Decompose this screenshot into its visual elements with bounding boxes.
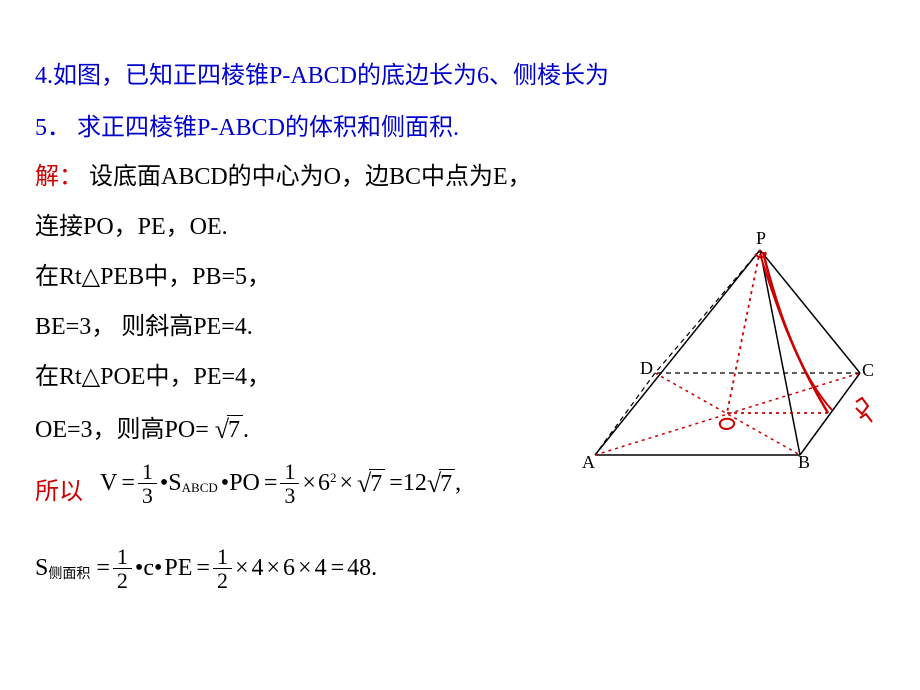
f2-period: . — [371, 555, 377, 582]
f1-eq1: = — [121, 470, 135, 497]
f1-S: S — [168, 470, 181, 497]
f1-eq2: = — [264, 470, 278, 497]
f2-times1: × — [235, 555, 249, 582]
label-A: A — [582, 452, 595, 473]
solution-line-1: 解： 设底面ABCD的中心为O，边BC中点为E， — [35, 165, 532, 189]
label-P: P — [756, 228, 766, 249]
f2-frac1: 1 2 — [113, 545, 132, 592]
suoyi-label: 所以 — [35, 480, 83, 504]
f1-sqrt7: 7 — [357, 469, 385, 499]
pyramid-diagram: P A B C D — [560, 230, 890, 480]
f2-S: S — [35, 555, 48, 582]
f1-PO: PO — [229, 470, 260, 497]
f2-eq2: = — [196, 555, 210, 582]
f2-six: 6 — [283, 555, 295, 582]
f1-abcd: ABCD — [182, 480, 218, 496]
f1-sq: 2 — [330, 470, 337, 486]
solution-period: . — [243, 418, 249, 442]
f1-frac1: 1 3 — [138, 460, 157, 507]
solution-l1: 设底面ABCD的中心为O，边BC中点为E， — [89, 164, 532, 190]
sqrt-7-a: 7 — [215, 415, 243, 445]
solution-l4a: BE=3， — [35, 314, 115, 340]
formula-surface: S 侧面积 = 1 2 • c • PE = 1 2 × 4 × 6 × 4 =… — [35, 545, 377, 592]
formula-volume: V = 1 3 • S ABCD • PO = 1 3 × 6 2 × 7 = … — [100, 460, 461, 507]
f1-frac2: 1 3 — [280, 460, 299, 507]
f1-times2: × — [339, 470, 353, 497]
solution-l4b: 则斜高PE=4. — [121, 314, 253, 340]
solution-line-4: BE=3， 则斜高PE=4. — [35, 315, 253, 339]
f1-sqrt7b: 7 — [427, 469, 455, 499]
f2-dot2: • — [154, 555, 162, 582]
f2-four2: 4 — [315, 555, 327, 582]
f2-times3: × — [298, 555, 312, 582]
label-D: D — [640, 358, 653, 379]
f2-c: c — [143, 555, 154, 582]
f2-48: 48 — [347, 555, 371, 582]
label-B: B — [798, 452, 810, 473]
problem-line-1: 4.如图，已知正四棱锥P-ABCD的底边长为6、侧棱长为 — [35, 64, 609, 88]
solution-line-5: 在Rt△POE中，PE=4， — [35, 365, 271, 389]
f1-eq3: = — [389, 470, 403, 497]
problem-line-2b: 求正四棱锥P-ABCD的体积和侧面积. — [77, 115, 459, 141]
f1-comma: , — [455, 470, 461, 497]
solution-jie: 解： — [35, 164, 83, 190]
f1-times1: × — [302, 470, 316, 497]
f2-eq1: = — [96, 555, 110, 582]
f2-frac2: 1 2 — [213, 545, 232, 592]
solution-line-6: OE=3， 则高PO= 7 . — [35, 415, 249, 445]
f2-PE: PE — [164, 555, 192, 582]
problem-line-2: 5． 求正四棱锥P-ABCD的体积和侧面积. — [35, 116, 459, 140]
f2-times2: × — [266, 555, 280, 582]
solution-l6b: 则高PO= — [117, 418, 209, 442]
f2-eq3: = — [331, 555, 345, 582]
solution-l6a: OE=3， — [35, 418, 117, 442]
f1-six: 6 — [318, 470, 330, 497]
problem-line-2a: 5． — [35, 115, 71, 141]
f1-twelve: 12 — [403, 470, 427, 497]
f2-dot1: • — [135, 555, 143, 582]
f2-four: 4 — [251, 555, 263, 582]
solution-line-3: 在Rt△PEB中，PB=5， — [35, 265, 271, 289]
f1-dot2: • — [221, 470, 229, 497]
f2-sub: 侧面积 — [48, 563, 90, 583]
label-C: C — [862, 360, 874, 381]
solution-line-2: 连接PO，PE，OE. — [35, 215, 228, 239]
pyramid-svg — [560, 230, 890, 480]
f1-V: V — [100, 470, 117, 497]
f1-dot1: • — [160, 470, 168, 497]
